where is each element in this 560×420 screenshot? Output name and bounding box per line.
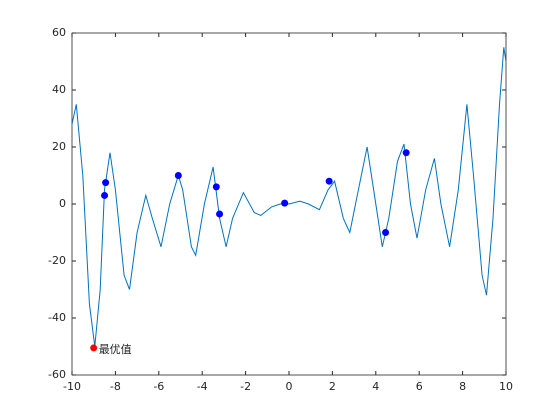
- point: [325, 177, 333, 185]
- point: [216, 210, 224, 218]
- x-tick-label: 8: [459, 380, 466, 393]
- x-tick-label: -10: [63, 380, 81, 393]
- y-tick-label: 40: [52, 83, 66, 96]
- point: [281, 199, 289, 207]
- x-tick-label: 10: [499, 380, 513, 393]
- x-tick-label: -8: [110, 380, 121, 393]
- best-point: [90, 344, 98, 352]
- x-tick-label: -4: [197, 380, 208, 393]
- best-label: 最优值: [99, 343, 132, 356]
- x-tick-label: 4: [372, 380, 379, 393]
- y-tick-label: 20: [52, 140, 66, 153]
- x-tick-label: -6: [153, 380, 164, 393]
- x-tick-label: 6: [416, 380, 423, 393]
- y-tick-label: -20: [48, 254, 66, 267]
- y-tick-label: -40: [48, 311, 66, 324]
- y-tick-label: -60: [48, 368, 66, 381]
- y-tick-label: 0: [59, 197, 66, 210]
- point: [174, 172, 182, 179]
- point: [402, 149, 410, 157]
- x-tick-label: 0: [286, 380, 293, 393]
- y-tick-label: 60: [52, 26, 66, 39]
- point: [102, 179, 110, 187]
- x-tick-label: -2: [240, 380, 251, 393]
- point: [212, 183, 220, 191]
- point: [382, 229, 390, 236]
- x-tick-label: 2: [329, 380, 336, 393]
- point: [101, 191, 109, 199]
